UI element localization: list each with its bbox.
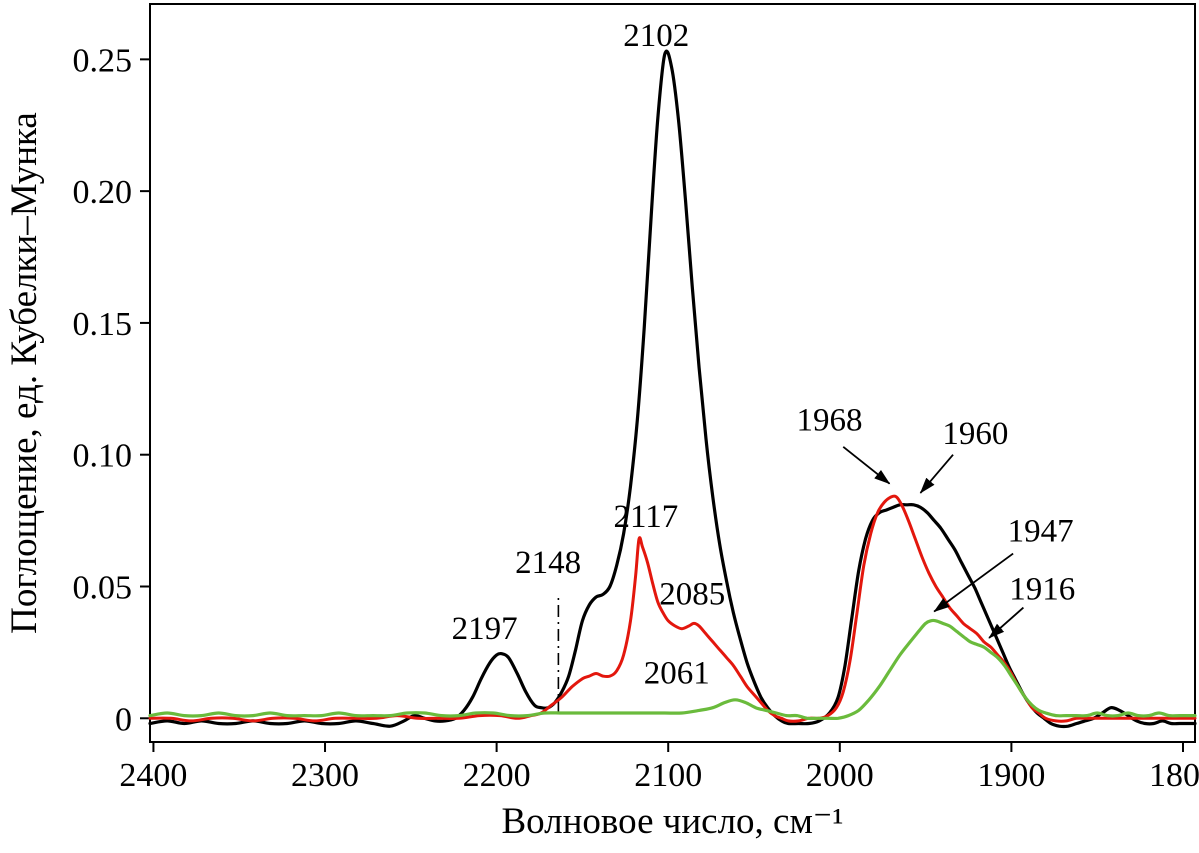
peak-label-2148: 2148	[515, 545, 581, 581]
y-tick-label: 0.10	[73, 438, 133, 475]
x-tick-label: 2200	[463, 757, 531, 794]
y-tick-label: 0	[115, 701, 132, 738]
x-tick-label: 2300	[291, 757, 359, 794]
x-axis-label: Волновое число, см⁻¹	[501, 801, 843, 842]
y-tick-label: 0.20	[73, 174, 133, 211]
peak-label-1960: 1960	[942, 416, 1008, 452]
peak-label-2197: 2197	[452, 611, 518, 647]
y-tick-label: 0.25	[73, 42, 133, 79]
peak-label-2117: 2117	[614, 499, 679, 535]
peak-label-1916: 1916	[1009, 571, 1075, 607]
peak-arrow-1916	[988, 606, 1025, 639]
y-tick-label: 0.05	[73, 569, 133, 606]
x-tick-label: 2100	[634, 757, 702, 794]
green-spectrum-curve	[148, 618, 1197, 721]
peak-arrow-1968	[842, 446, 891, 485]
x-tick-label: 1900	[977, 757, 1045, 794]
x-tick-label: 2000	[806, 757, 874, 794]
peak-arrow-1960	[919, 454, 954, 494]
peak-arrow-1947	[933, 552, 1014, 613]
x-tick-label: 2400	[119, 757, 187, 794]
peak-label-2061: 2061	[644, 656, 710, 692]
plot-frame	[149, 3, 1196, 743]
peak-label-1968: 1968	[797, 403, 863, 439]
peak-label-2085: 2085	[659, 577, 725, 613]
peak-label-1947: 1947	[1008, 513, 1074, 549]
y-tick-label: 0.15	[73, 306, 133, 343]
peak-label-2102: 2102	[623, 18, 689, 54]
y-axis-label: Поглощение, ед. Кубелки–Мунка	[4, 112, 45, 634]
